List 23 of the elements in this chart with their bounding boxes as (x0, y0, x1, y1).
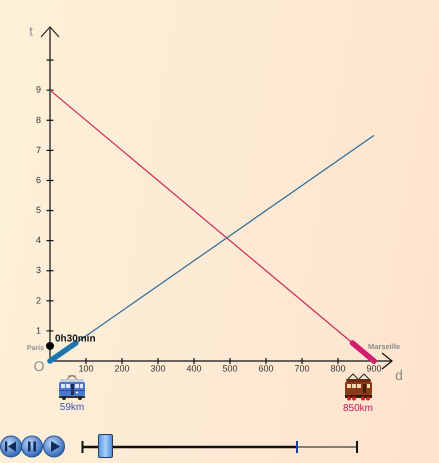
x-tick-label: 300 (150, 363, 166, 374)
x-tick-label: 400 (186, 363, 202, 374)
x-tick-label: 700 (294, 363, 310, 374)
y-tick-label: 7 (36, 144, 41, 155)
y-tick-label: 5 (36, 205, 41, 216)
text: O (34, 358, 45, 374)
x-tick-label: 800 (330, 363, 346, 374)
x-tick-label: 600 (258, 363, 274, 374)
x-tick-label: 500 (222, 363, 238, 374)
y-axis-title: t (29, 24, 34, 39)
x-tick-label: 200 (114, 363, 130, 374)
text: 59km (60, 402, 84, 413)
y-tick-label: 8 (36, 114, 41, 125)
y-tick-label: 2 (36, 295, 41, 306)
y-tick-label: 4 (36, 235, 41, 246)
x-tick-label: 900 (366, 363, 382, 374)
y-tick-label: 3 (36, 265, 41, 276)
y-tick-label: 9 (36, 84, 41, 95)
x-tick-label: 100 (78, 363, 94, 374)
text: 850km (342, 402, 374, 414)
y-tick-label: 1 (36, 325, 41, 336)
x-axis-title: d (395, 366, 403, 383)
y-tick-label: 6 (36, 174, 41, 185)
